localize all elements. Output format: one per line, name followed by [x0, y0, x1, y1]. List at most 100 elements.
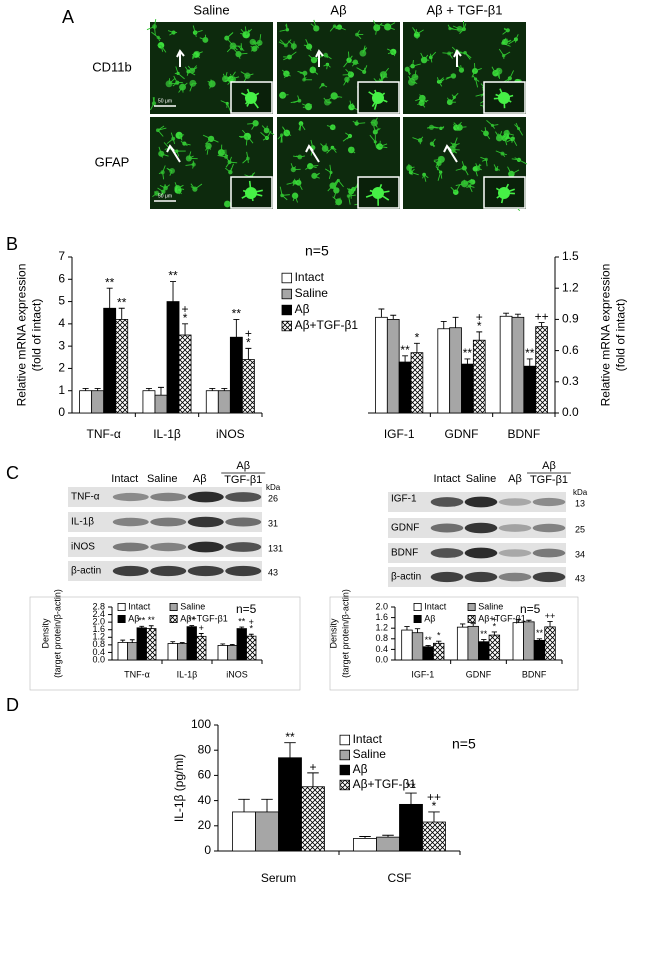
error-bar	[413, 342, 420, 353]
cell-process	[280, 134, 283, 143]
bar	[472, 339, 486, 414]
y-tick-label: 6	[58, 271, 65, 285]
significance-label: +	[492, 615, 497, 625]
cell-process	[449, 97, 456, 103]
panel-label: B	[6, 234, 18, 254]
cell-process	[194, 183, 203, 190]
cell-process	[349, 100, 352, 108]
inset-process	[241, 192, 252, 199]
chart-title: n=5	[305, 243, 329, 259]
blot-band	[430, 548, 464, 558]
y-tick-label: 0.8	[92, 639, 105, 649]
cell-process	[154, 26, 156, 36]
cell-process	[508, 38, 517, 45]
cell-process	[463, 181, 473, 185]
inset-process	[496, 192, 505, 199]
cell-process	[507, 166, 512, 175]
cell-process	[457, 65, 462, 71]
cell-process	[466, 185, 470, 189]
molecular-weight: 43	[575, 573, 585, 583]
cell-process	[509, 70, 514, 79]
y-tick-label: 4	[58, 316, 65, 330]
cell-process	[224, 72, 228, 79]
cell-process	[230, 71, 236, 80]
error-bar	[82, 388, 89, 391]
bar	[241, 359, 255, 414]
cell-process	[408, 166, 412, 173]
cell-process	[326, 125, 333, 128]
cell-process	[226, 103, 232, 112]
cell-process	[409, 76, 416, 80]
cell-process	[195, 30, 203, 34]
error-bar	[209, 388, 216, 391]
cell-process	[168, 78, 170, 84]
bar	[467, 625, 479, 661]
error-bar	[221, 388, 228, 391]
cell-process	[455, 183, 465, 186]
inset-process	[495, 93, 505, 99]
cell-process	[266, 130, 272, 139]
cell-process	[184, 66, 189, 72]
cell-process	[326, 64, 328, 70]
lane-label: Intact	[434, 473, 461, 485]
cell-process	[518, 128, 524, 136]
cell-process	[379, 24, 388, 28]
x-tick-label: iNOS	[226, 669, 248, 679]
cell-process	[157, 127, 167, 131]
legend-label: Aβ	[128, 613, 139, 623]
cell-process	[177, 187, 185, 190]
cell-process	[491, 66, 496, 74]
legend-label: Aβ	[295, 302, 310, 316]
y-tick-label: 2.0	[375, 601, 388, 611]
legend-swatch	[339, 764, 351, 776]
cell-process	[426, 126, 432, 129]
cell-process	[167, 30, 174, 33]
legend-swatch	[281, 272, 293, 284]
cell-process	[199, 37, 206, 41]
cell-process	[191, 65, 198, 71]
cell-process	[190, 186, 196, 190]
error-bar	[145, 388, 152, 391]
y-tick-label: 0.3	[562, 374, 579, 388]
significance-label: **	[525, 346, 535, 360]
cell-process	[240, 136, 248, 138]
blot-row-label: GDNF	[391, 523, 419, 534]
cell-process	[460, 65, 462, 71]
y-tick-label: 40	[198, 793, 212, 807]
unit-label: kDa	[573, 488, 588, 497]
cell	[302, 70, 308, 76]
micrograph	[277, 19, 400, 114]
lane-label: Aβ	[236, 460, 250, 472]
error-bar	[120, 639, 126, 643]
chart-frame	[29, 596, 301, 691]
y-tick-label: 1	[58, 383, 65, 397]
bar	[236, 628, 247, 661]
cell-process	[350, 149, 352, 153]
blot-band	[430, 571, 464, 583]
significance-label: *	[437, 631, 441, 641]
error-bar	[94, 388, 101, 391]
error-bar	[536, 638, 543, 641]
error-bar	[459, 623, 466, 628]
error-bar	[404, 626, 410, 631]
cell	[291, 192, 299, 199]
cell-process	[387, 22, 396, 28]
cell-process	[209, 83, 213, 89]
error-bar	[359, 836, 371, 839]
legend-swatch	[339, 749, 351, 761]
legend-swatch	[467, 603, 476, 612]
cell-process	[416, 29, 424, 35]
bar	[255, 811, 279, 852]
y-axis-label: Relative mRNA expression	[599, 264, 613, 407]
cell-process	[451, 94, 455, 98]
lane-label: Aβ	[193, 473, 207, 485]
bar	[217, 645, 228, 661]
cell-process	[292, 155, 300, 158]
inset-process	[503, 183, 510, 194]
cell-process	[224, 167, 231, 173]
scale-bar-label: 50 μm	[158, 98, 172, 104]
cell-process	[217, 154, 227, 158]
error-bar	[129, 639, 135, 643]
cell-process	[157, 187, 164, 193]
error-bar	[118, 307, 125, 320]
